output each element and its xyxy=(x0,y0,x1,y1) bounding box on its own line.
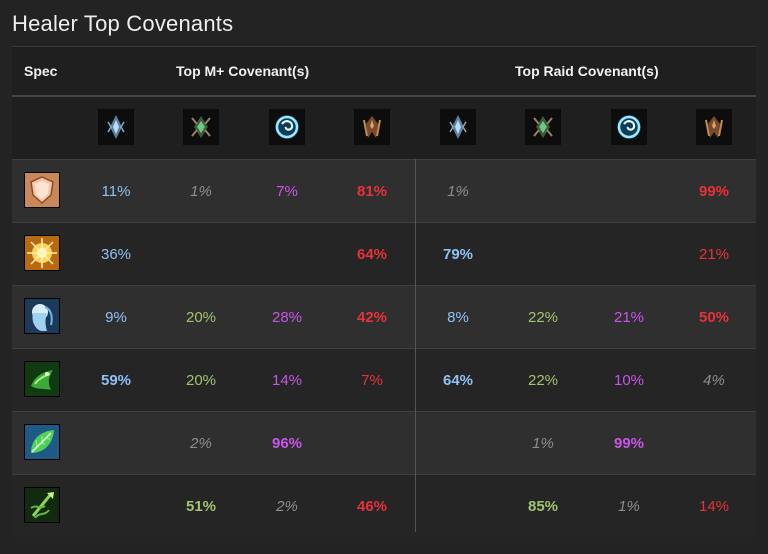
raid-kyrian-cell: 79% xyxy=(442,245,474,263)
raid-venthyr-cell xyxy=(679,412,749,474)
raid-necrolord-cell: 22% xyxy=(527,308,559,326)
raid-night-fae-cell xyxy=(594,223,664,285)
mplus-necrolord-cell: 51% xyxy=(185,497,217,515)
discipline-priest-icon xyxy=(24,298,60,334)
raid-kyrian-cell: 8% xyxy=(447,308,469,326)
raid-venthyr-cell: 4% xyxy=(703,371,725,389)
raid-night-fae-cell: 21% xyxy=(613,308,645,326)
covenant-table: Spec Top M+ Covenant(s) Top Raid Covenan… xyxy=(12,47,756,537)
venthyr-icon xyxy=(696,109,732,145)
mplus-necrolord-cell: 20% xyxy=(185,308,217,326)
table-row: 59% 20% 14% 7% 64% 22% 10% 4% xyxy=(12,348,756,411)
table-header-row: Spec Top M+ Covenant(s) Top Raid Covenan… xyxy=(12,47,756,97)
raid-night-fae-cell xyxy=(594,160,664,222)
holy-paladin-icon xyxy=(24,172,60,208)
raid-night-fae-cell: 10% xyxy=(613,371,645,389)
mplus-necrolord-cell: 1% xyxy=(190,182,212,200)
table-row: 9% 20% 28% 42% 8% 22% 21% 50% xyxy=(12,285,756,348)
mplus-venthyr-cell: 7% xyxy=(361,371,383,389)
necrolord-icon xyxy=(525,109,561,145)
mplus-venthyr-cell xyxy=(337,412,407,474)
raid-venthyr-cell: 21% xyxy=(698,245,730,263)
necrolord-icon xyxy=(183,109,219,145)
kyrian-icon xyxy=(98,109,134,145)
mplus-column-header: Top M+ Covenant(s) xyxy=(176,63,310,79)
raid-necrolord-cell xyxy=(508,160,578,222)
raid-night-fae-cell: 99% xyxy=(613,434,645,452)
page-title: Healer Top Covenants xyxy=(12,11,234,36)
restoration-druid-icon xyxy=(24,424,60,460)
raid-venthyr-cell: 99% xyxy=(698,182,730,200)
raid-kyrian-cell: 64% xyxy=(442,371,474,389)
mplus-night-fae-cell: 28% xyxy=(271,308,303,326)
raid-kyrian-cell: 1% xyxy=(447,182,469,200)
raid-venthyr-cell: 50% xyxy=(698,308,730,326)
mplus-venthyr-cell: 64% xyxy=(356,245,388,263)
mplus-kyrian-cell: 36% xyxy=(100,245,132,263)
covenant-icon-row xyxy=(12,97,756,159)
mplus-night-fae-cell: 14% xyxy=(271,371,303,389)
mplus-necrolord-cell: 2% xyxy=(190,434,212,452)
kyrian-icon xyxy=(440,109,476,145)
raid-kyrian-cell xyxy=(423,475,493,537)
mplus-night-fae-cell xyxy=(252,223,322,285)
restoration-shaman-icon xyxy=(24,487,60,523)
venthyr-icon xyxy=(354,109,390,145)
night-fae-icon xyxy=(269,109,305,145)
night-fae-icon xyxy=(611,109,647,145)
mplus-night-fae-cell: 2% xyxy=(276,497,298,515)
raid-necrolord-cell xyxy=(508,223,578,285)
raid-night-fae-cell: 1% xyxy=(618,497,640,515)
mplus-night-fae-cell: 7% xyxy=(276,182,298,200)
table-row: 51% 2% 46% 85% 1% 14% xyxy=(12,474,756,537)
mplus-raid-divider xyxy=(415,159,416,532)
mplus-necrolord-cell xyxy=(166,223,236,285)
mplus-necrolord-cell: 20% xyxy=(185,371,217,389)
mplus-kyrian-cell xyxy=(81,412,151,474)
raid-kyrian-cell xyxy=(423,412,493,474)
mplus-night-fae-cell: 96% xyxy=(271,434,303,452)
mplus-venthyr-cell: 46% xyxy=(356,497,388,515)
raid-necrolord-cell: 1% xyxy=(532,434,554,452)
raid-column-header: Top Raid Covenant(s) xyxy=(515,63,659,79)
mplus-kyrian-cell: 59% xyxy=(100,371,132,389)
mplus-kyrian-cell xyxy=(81,475,151,537)
mplus-kyrian-cell: 9% xyxy=(105,308,127,326)
table-row: 36% 64% 79% 21% xyxy=(12,222,756,285)
table-row: 2% 96% 1% 99% xyxy=(12,411,756,474)
mplus-venthyr-cell: 81% xyxy=(356,182,388,200)
raid-necrolord-cell: 22% xyxy=(527,371,559,389)
spec-column-header: Spec xyxy=(24,63,58,79)
mistweaver-monk-icon xyxy=(24,361,60,397)
raid-necrolord-cell: 85% xyxy=(527,497,559,515)
mplus-venthyr-cell: 42% xyxy=(356,308,388,326)
holy-priest-icon xyxy=(24,235,60,271)
table-row: 11% 1% 7% 81% 1% 99% xyxy=(12,159,756,222)
raid-venthyr-cell: 14% xyxy=(698,497,730,515)
mplus-kyrian-cell: 11% xyxy=(101,182,131,200)
title-divider xyxy=(12,46,756,47)
